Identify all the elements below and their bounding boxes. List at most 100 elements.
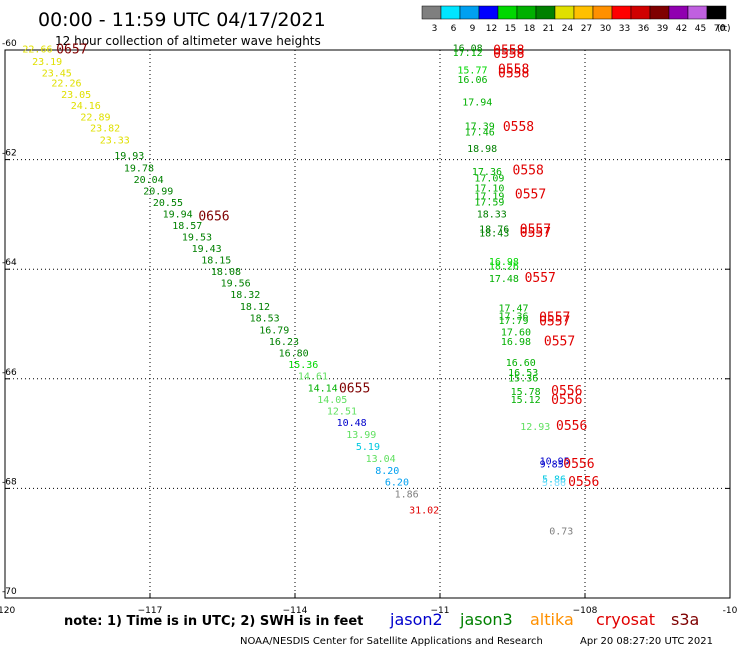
swh-value-label: 17.39 [465,121,495,132]
legend-label: 39 [657,24,669,34]
swh-value-label: 17.10 [474,183,504,194]
swh-value-label: 14.14 [308,383,338,394]
swh-value-label: 17.48 [489,274,519,285]
legend-swatch [668,5,689,20]
x-tick-label: −11 [431,606,450,616]
legend-swatch [535,5,556,20]
legend-label: 70 [714,24,726,34]
swh-value-label: 18.32 [230,290,260,301]
y-tick-label: -64 [2,258,17,268]
pass-time-label: 0558 [498,63,529,78]
swh-value-label: 17.36 [498,312,528,323]
swh-value-label: 18.12 [240,302,270,313]
swh-value-label: 19.53 [182,233,212,244]
pass-time-label: 0557 [520,226,551,241]
swh-value-label: 16.79 [259,325,289,336]
swh-value-label: 14.61 [298,371,328,382]
swh-value-label: 13.99 [346,430,376,441]
pass-time-label: 0558 [498,66,529,81]
swh-value-label: 17.59 [474,198,504,209]
legend-label: 24 [562,24,574,34]
swh-value-label: 18.08 [211,267,241,278]
y-tick-label: -60 [2,39,17,49]
swh-value-label: 18.53 [250,313,280,324]
pass-time-label: 0558 [493,47,524,62]
y-tick-label: -70 [2,587,17,597]
swh-value-label: 14.05 [317,395,347,406]
swh-value-label: 15.12 [511,395,541,406]
swh-value-label: 16.53 [508,368,538,379]
pass-time-label: 0556 [568,475,599,490]
swh-value-label: 12.93 [520,422,550,433]
swh-value-label: 16.60 [506,358,536,369]
legend-label: 33 [619,24,630,34]
swh-value-label: 17.19 [474,192,504,203]
pass-time-label: 0657 [56,42,87,57]
swh-value-label: 15.36 [288,360,318,371]
swh-value-label: 18.57 [172,221,202,232]
legend-swatch [421,5,442,20]
y-tick-label: -66 [2,368,17,378]
swh-value-label: 16.23 [269,337,299,348]
legend-label: 21 [543,24,554,34]
satellite-label: jason2 [389,610,443,629]
pass-time-label: 0556 [551,384,582,399]
legend-swatch [554,5,575,20]
swh-value-label: 17.46 [465,127,495,138]
y-tick-label: -62 [2,149,17,159]
legend-label: 30 [600,24,612,34]
swh-value-label: 24.16 [71,101,101,112]
swh-value-label: 9.85 [540,460,564,471]
y-tick-label: -68 [2,477,17,487]
legend-swatch [687,5,708,20]
swh-value-label: 0.73 [549,526,573,537]
swh-value-label: 18.43 [479,228,509,239]
swh-value-label: 10.95 [540,456,570,467]
swh-value-label: 19.56 [221,279,251,290]
footer-credit: NOAA/NESDIS Center for Satellite Applica… [240,636,543,647]
time-labels: 0657065606550558055805580558055805580557… [56,42,599,490]
satellite-label: cryosat [596,610,655,629]
swh-value-label: 31.02 [409,506,439,517]
pass-time-label: 0656 [198,209,229,224]
legend-label: 15 [505,24,516,34]
pass-time-label: 0655 [339,382,370,397]
legend-swatch [440,5,461,20]
swh-value-label: 1.86 [395,490,419,501]
legend-label: 3 [432,24,438,34]
legend-swatch [611,5,632,20]
x-tick-label: -120 [0,606,15,616]
swh-value-label: 17.60 [501,328,531,339]
swh-value-label: 18.98 [467,144,497,155]
swh-value-label: 23.05 [61,90,91,101]
pass-time-label: 0557 [515,188,546,203]
satellite-legend: jason2 jason3 altika cryosat s3a [389,610,699,629]
swh-value-label: 20.99 [143,187,173,198]
swh-value-label: 19.78 [124,164,154,175]
swh-value-label: 15.78 [511,387,541,398]
swh-value-label: 17.47 [498,303,528,314]
swh-value-label: 6.20 [385,478,409,489]
grid-lines [5,50,730,598]
swh-value-label: 18.33 [477,210,507,221]
satellite-label: s3a [671,610,699,629]
swh-value-label: 16.80 [279,348,309,359]
swh-value-label: 23.19 [32,57,62,68]
legend-label: 6 [451,24,457,34]
swh-value-label: 20.55 [153,198,183,209]
swh-value-label: 18.15 [201,256,231,267]
pass-time-label: 0557 [544,334,575,349]
pass-time-label: 0557 [539,315,570,330]
swh-value-label: 18.76 [479,224,509,235]
pass-time-label: 0558 [493,43,524,58]
pass-time-label: 0557 [520,223,551,238]
swh-value-label: 23.82 [90,124,120,135]
satellite-label: jason3 [459,610,513,629]
swh-value-label: 15.36 [508,374,538,385]
swh-value-label: 5.19 [356,442,380,453]
swh-value-label: 17.12 [453,48,483,59]
swh-value-label: 5.86 [542,478,566,489]
legend-unit: (ft) [717,24,731,34]
pass-time-label: 0556 [556,419,587,434]
